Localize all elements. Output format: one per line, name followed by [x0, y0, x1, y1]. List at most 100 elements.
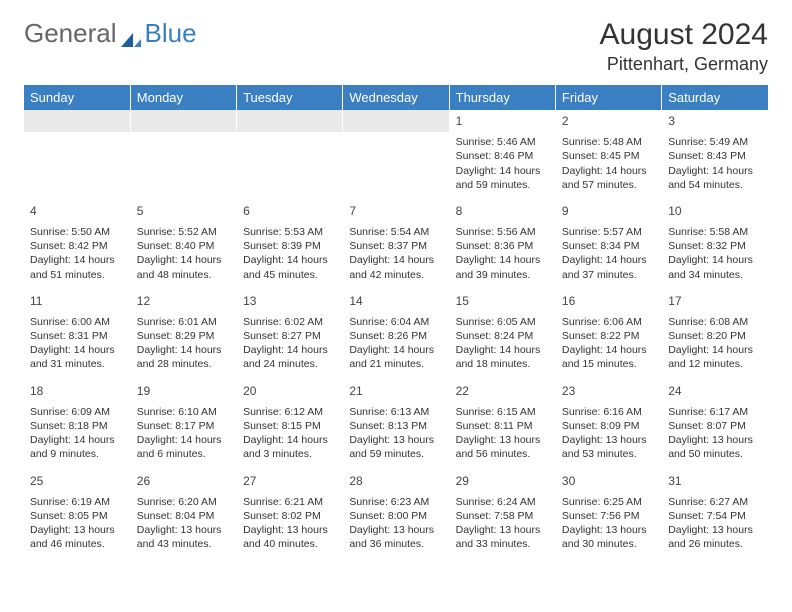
sunset-text: Sunset: 8:04 PM: [137, 509, 230, 523]
daylight-text: and 34 minutes.: [668, 268, 762, 282]
calendar-day-cell: 7Sunrise: 5:54 AMSunset: 8:37 PMDaylight…: [343, 199, 449, 289]
sunset-text: Sunset: 8:26 PM: [349, 329, 442, 343]
day-number: 27: [237, 470, 342, 492]
daylight-text: Daylight: 13 hours: [349, 433, 442, 447]
daylight-text: and 54 minutes.: [668, 178, 762, 192]
sunset-text: Sunset: 8:46 PM: [456, 149, 549, 163]
logo: General Blue: [24, 18, 197, 49]
sunset-text: Sunset: 8:24 PM: [456, 329, 549, 343]
day-body: Sunrise: 6:08 AMSunset: 8:20 PMDaylight:…: [662, 312, 768, 378]
daylight-text: and 30 minutes.: [562, 537, 655, 551]
day-number: 18: [24, 380, 130, 402]
day-number: 6: [237, 200, 342, 222]
calendar-day-cell: 15Sunrise: 6:05 AMSunset: 8:24 PMDayligh…: [449, 289, 555, 379]
logo-text-general: General: [24, 18, 117, 49]
weekday-header: Sunday: [24, 85, 130, 110]
day-number: [24, 110, 130, 132]
sunset-text: Sunset: 7:54 PM: [668, 509, 762, 523]
sunset-text: Sunset: 8:07 PM: [668, 419, 762, 433]
calendar-day-cell: 16Sunrise: 6:06 AMSunset: 8:22 PMDayligh…: [555, 289, 661, 379]
calendar-week-row: 18Sunrise: 6:09 AMSunset: 8:18 PMDayligh…: [24, 379, 768, 469]
daylight-text: and 39 minutes.: [456, 268, 549, 282]
daylight-text: and 37 minutes.: [562, 268, 655, 282]
daylight-text: Daylight: 14 hours: [349, 343, 442, 357]
calendar-day-cell: 3Sunrise: 5:49 AMSunset: 8:43 PMDaylight…: [662, 110, 768, 199]
day-number: 5: [131, 200, 236, 222]
daylight-text: and 57 minutes.: [562, 178, 655, 192]
calendar-day-cell: 26Sunrise: 6:20 AMSunset: 8:04 PMDayligh…: [130, 469, 236, 559]
daylight-text: and 43 minutes.: [137, 537, 230, 551]
daylight-text: Daylight: 14 hours: [243, 343, 336, 357]
day-body: Sunrise: 6:17 AMSunset: 8:07 PMDaylight:…: [662, 402, 768, 468]
daylight-text: and 24 minutes.: [243, 357, 336, 371]
calendar-day-cell: 29Sunrise: 6:24 AMSunset: 7:58 PMDayligh…: [449, 469, 555, 559]
day-body: Sunrise: 6:09 AMSunset: 8:18 PMDaylight:…: [24, 402, 130, 468]
weekday-header: Friday: [555, 85, 661, 110]
day-number: 20: [237, 380, 342, 402]
sunrise-text: Sunrise: 6:19 AM: [30, 495, 124, 509]
day-body: Sunrise: 5:52 AMSunset: 8:40 PMDaylight:…: [131, 222, 236, 288]
day-number: 7: [343, 200, 448, 222]
sunrise-text: Sunrise: 5:48 AM: [562, 135, 655, 149]
day-number: [131, 110, 236, 132]
day-number: 19: [131, 380, 236, 402]
day-body: Sunrise: 6:12 AMSunset: 8:15 PMDaylight:…: [237, 402, 342, 468]
sunset-text: Sunset: 8:17 PM: [137, 419, 230, 433]
day-body: Sunrise: 6:01 AMSunset: 8:29 PMDaylight:…: [131, 312, 236, 378]
day-number: 25: [24, 470, 130, 492]
day-number: 28: [343, 470, 448, 492]
weekday-header-row: Sunday Monday Tuesday Wednesday Thursday…: [24, 85, 768, 110]
calendar-day-cell: 10Sunrise: 5:58 AMSunset: 8:32 PMDayligh…: [662, 199, 768, 289]
daylight-text: Daylight: 13 hours: [668, 433, 762, 447]
daylight-text: Daylight: 14 hours: [137, 343, 230, 357]
day-body: Sunrise: 6:10 AMSunset: 8:17 PMDaylight:…: [131, 402, 236, 468]
daylight-text: and 53 minutes.: [562, 447, 655, 461]
sunset-text: Sunset: 8:37 PM: [349, 239, 442, 253]
day-body: Sunrise: 6:02 AMSunset: 8:27 PMDaylight:…: [237, 312, 342, 378]
daylight-text: Daylight: 14 hours: [668, 164, 762, 178]
sunset-text: Sunset: 8:02 PM: [243, 509, 336, 523]
day-body: Sunrise: 5:50 AMSunset: 8:42 PMDaylight:…: [24, 222, 130, 288]
sunrise-text: Sunrise: 6:06 AM: [562, 315, 655, 329]
calendar-day-cell: 31Sunrise: 6:27 AMSunset: 7:54 PMDayligh…: [662, 469, 768, 559]
daylight-text: Daylight: 13 hours: [30, 523, 124, 537]
sunrise-text: Sunrise: 6:24 AM: [456, 495, 549, 509]
sunrise-text: Sunrise: 5:54 AM: [349, 225, 442, 239]
daylight-text: and 50 minutes.: [668, 447, 762, 461]
day-body: Sunrise: 5:49 AMSunset: 8:43 PMDaylight:…: [662, 132, 768, 198]
weekday-header: Monday: [130, 85, 236, 110]
daylight-text: Daylight: 14 hours: [137, 433, 230, 447]
calendar-day-cell: [130, 110, 236, 199]
day-body: Sunrise: 6:00 AMSunset: 8:31 PMDaylight:…: [24, 312, 130, 378]
day-number: 13: [237, 290, 342, 312]
sunrise-text: Sunrise: 5:52 AM: [137, 225, 230, 239]
daylight-text: Daylight: 14 hours: [243, 433, 336, 447]
sunset-text: Sunset: 8:22 PM: [562, 329, 655, 343]
calendar-day-cell: 14Sunrise: 6:04 AMSunset: 8:26 PMDayligh…: [343, 289, 449, 379]
sunrise-text: Sunrise: 5:56 AM: [456, 225, 549, 239]
day-number: 12: [131, 290, 236, 312]
day-body: [237, 132, 342, 188]
daylight-text: Daylight: 14 hours: [456, 343, 549, 357]
day-body: Sunrise: 6:05 AMSunset: 8:24 PMDaylight:…: [450, 312, 555, 378]
day-number: 23: [556, 380, 661, 402]
sunrise-text: Sunrise: 6:00 AM: [30, 315, 124, 329]
sunrise-text: Sunrise: 5:53 AM: [243, 225, 336, 239]
weekday-header: Thursday: [449, 85, 555, 110]
daylight-text: and 26 minutes.: [668, 537, 762, 551]
daylight-text: Daylight: 14 hours: [30, 433, 124, 447]
calendar-day-cell: 1Sunrise: 5:46 AMSunset: 8:46 PMDaylight…: [449, 110, 555, 199]
calendar-day-cell: 11Sunrise: 6:00 AMSunset: 8:31 PMDayligh…: [24, 289, 130, 379]
calendar-day-cell: 17Sunrise: 6:08 AMSunset: 8:20 PMDayligh…: [662, 289, 768, 379]
day-number: 3: [662, 110, 768, 132]
calendar-day-cell: 5Sunrise: 5:52 AMSunset: 8:40 PMDaylight…: [130, 199, 236, 289]
daylight-text: Daylight: 14 hours: [562, 164, 655, 178]
daylight-text: and 3 minutes.: [243, 447, 336, 461]
daylight-text: Daylight: 13 hours: [456, 523, 549, 537]
daylight-text: Daylight: 13 hours: [668, 523, 762, 537]
daylight-text: and 48 minutes.: [137, 268, 230, 282]
sunset-text: Sunset: 8:11 PM: [456, 419, 549, 433]
daylight-text: and 28 minutes.: [137, 357, 230, 371]
day-number: 4: [24, 200, 130, 222]
daylight-text: and 6 minutes.: [137, 447, 230, 461]
